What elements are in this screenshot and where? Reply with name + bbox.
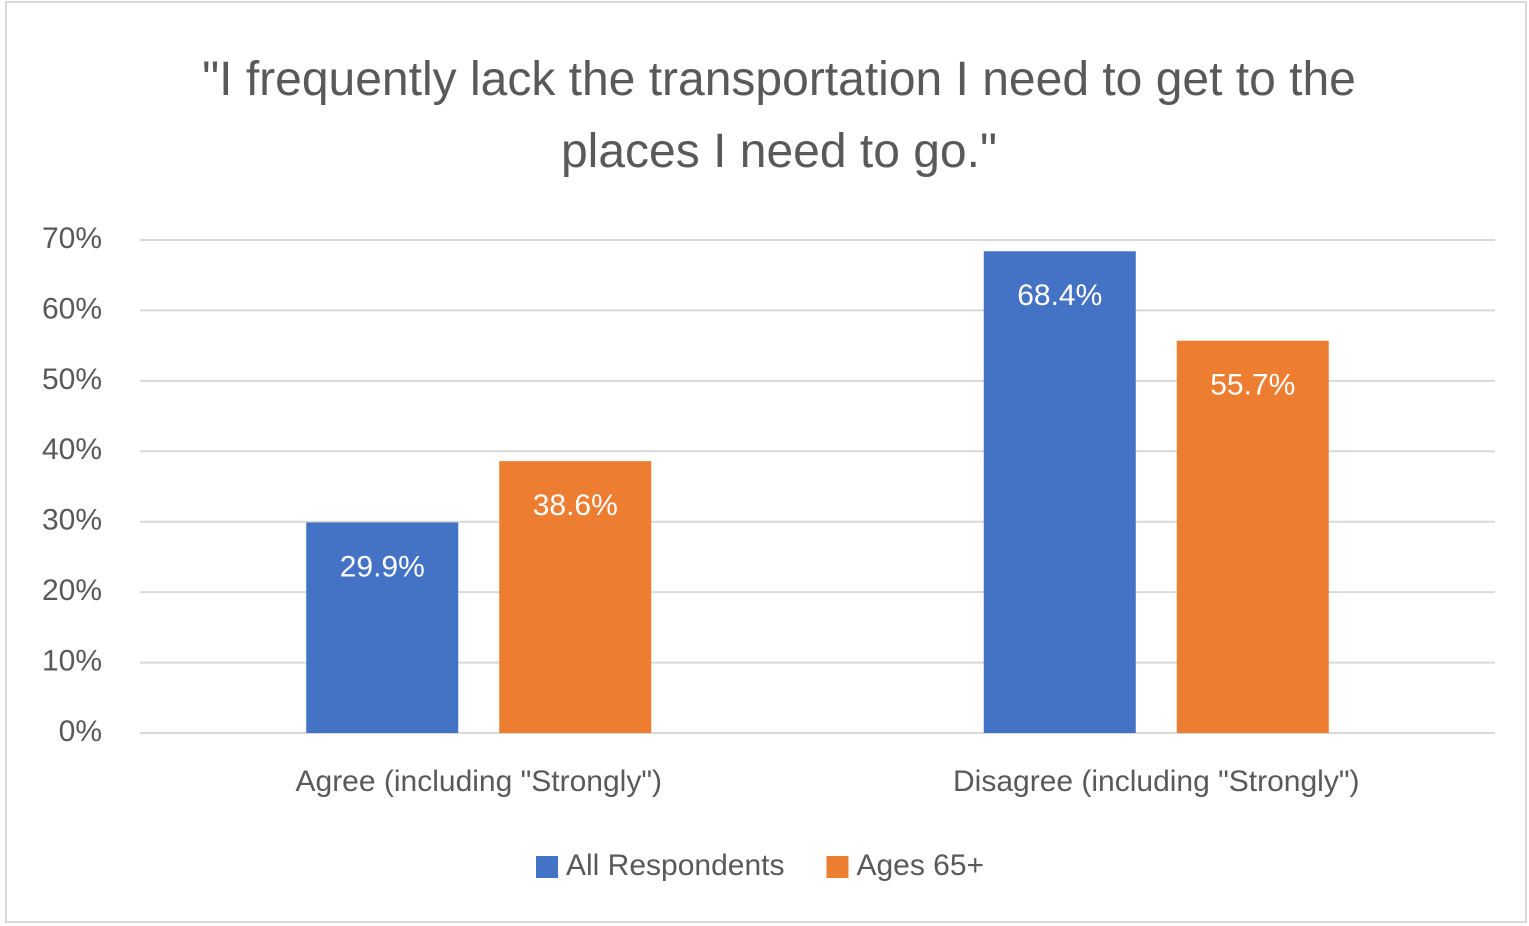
y-tick-label: 40% <box>42 433 102 466</box>
y-tick-label: 60% <box>42 292 102 325</box>
legend-label: All Respondents <box>566 849 784 882</box>
bar <box>306 522 459 733</box>
x-tick-label: Disagree (including "Strongly") <box>953 765 1359 798</box>
data-label: 55.7% <box>1210 369 1295 402</box>
data-label: 38.6% <box>533 489 618 522</box>
x-tick-label: Agree (including "Strongly") <box>296 765 662 798</box>
y-tick-label: 0% <box>59 715 102 748</box>
bar <box>499 461 652 733</box>
chart-title: "I frequently lack the transportation I … <box>202 53 1356 178</box>
y-tick-label: 20% <box>42 574 102 607</box>
y-tick-label: 30% <box>42 504 102 537</box>
y-tick-label: 50% <box>42 363 102 396</box>
bar <box>983 251 1136 734</box>
legend-swatch <box>536 856 558 878</box>
data-label: 68.4% <box>1017 279 1102 312</box>
legend-swatch <box>826 856 849 878</box>
chart-border <box>5 1 1527 923</box>
data-label: 29.9% <box>340 550 425 583</box>
y-tick-label: 70% <box>42 222 102 255</box>
y-tick-label: 10% <box>42 644 102 677</box>
legend-label: Ages 65+ <box>856 849 984 882</box>
bar <box>1176 340 1329 733</box>
